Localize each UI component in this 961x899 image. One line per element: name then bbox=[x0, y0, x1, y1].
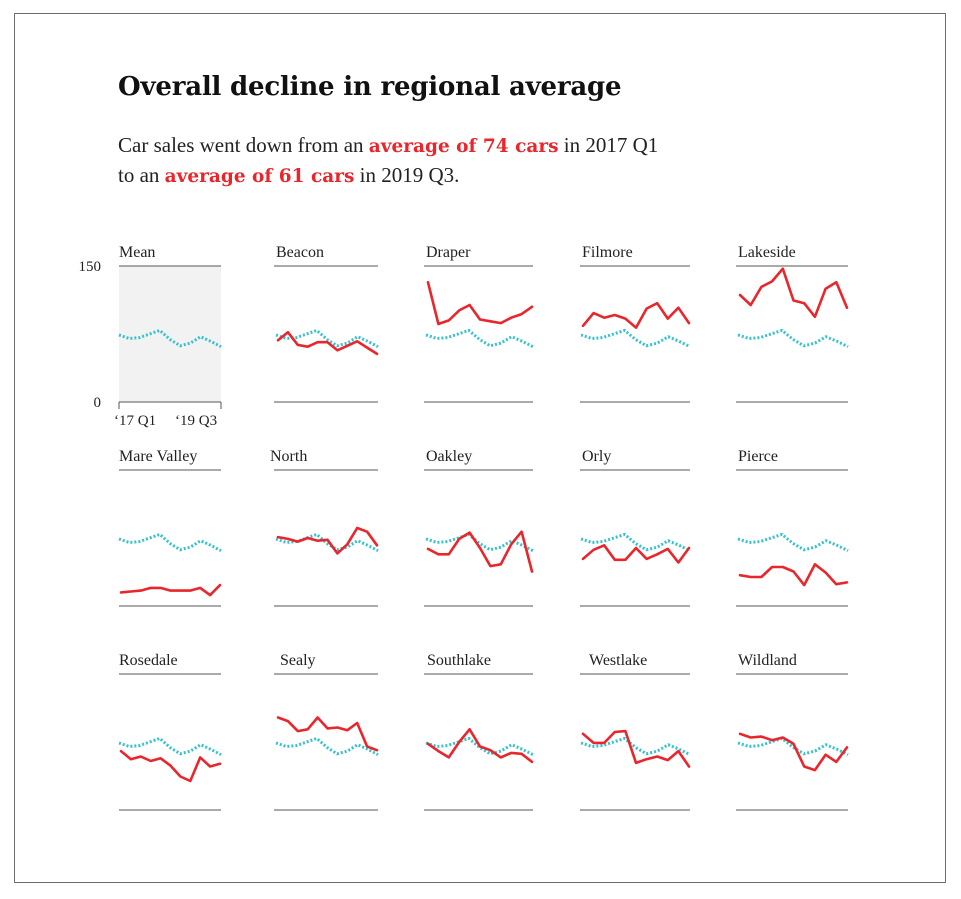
mean-panel-background bbox=[119, 266, 221, 402]
chart-subtitle: Car sales went down from an average of 7… bbox=[118, 131, 658, 191]
region-series-line bbox=[119, 749, 222, 783]
panel-label: Oakley bbox=[426, 448, 472, 465]
mean-series-line bbox=[425, 328, 534, 349]
panel-label: North bbox=[270, 448, 307, 465]
region-series-line bbox=[426, 281, 534, 326]
region-series-line bbox=[738, 732, 849, 772]
subtitle-text: to an bbox=[118, 163, 165, 187]
subtitle-highlight-end: average of 61 cars bbox=[164, 166, 355, 187]
region-series-line bbox=[738, 563, 849, 587]
region-series-line bbox=[581, 729, 691, 768]
subtitle-highlight-start: average of 74 cars bbox=[368, 136, 559, 157]
panel-label: Mean bbox=[119, 244, 155, 261]
mean-series-line bbox=[275, 532, 379, 553]
panel-label: Rosedale bbox=[119, 652, 178, 669]
chart-frame bbox=[14, 13, 946, 883]
panel-label: Wildland bbox=[738, 652, 797, 669]
x-tick-label: ‘19 Q3 bbox=[175, 413, 217, 429]
region-series-line bbox=[738, 267, 849, 319]
chart-title: Overall decline in regional average bbox=[118, 72, 622, 102]
subtitle-text: in 2019 Q3. bbox=[354, 163, 460, 187]
mean-series-line bbox=[118, 532, 222, 553]
region-series-line bbox=[276, 330, 379, 356]
region-series-line bbox=[581, 544, 691, 564]
y-tick-label: 150 bbox=[79, 259, 102, 275]
mean-series-line bbox=[737, 736, 849, 757]
subtitle-text: in 2017 Q1 bbox=[558, 133, 659, 157]
panel-label: Orly bbox=[582, 448, 611, 465]
mean-series-line bbox=[580, 736, 691, 757]
mean-series-line bbox=[580, 328, 691, 349]
region-series-line bbox=[276, 716, 379, 752]
panel-label: Pierce bbox=[738, 448, 778, 465]
region-series-line bbox=[276, 526, 379, 555]
panel-label: Southlake bbox=[427, 652, 491, 669]
mean-series-line bbox=[737, 328, 849, 349]
region-series-line bbox=[426, 728, 534, 764]
panel-label: Westlake bbox=[589, 652, 647, 669]
mean-series-line bbox=[118, 328, 222, 349]
panel-label: Lakeside bbox=[738, 244, 796, 261]
panel-label: Draper bbox=[426, 244, 471, 261]
subtitle-text: Car sales went down from an bbox=[118, 133, 369, 157]
x-tick-label: ‘17 Q1 bbox=[114, 413, 156, 429]
panel-label: Sealy bbox=[280, 652, 316, 669]
y-tick-label: 0 bbox=[94, 395, 102, 411]
panel-label: Beacon bbox=[276, 244, 324, 261]
mean-series-line bbox=[737, 532, 849, 553]
region-series-line bbox=[426, 530, 534, 573]
panel-label: Mare Valley bbox=[119, 448, 197, 465]
region-series-line bbox=[581, 301, 691, 329]
mean-series-line bbox=[275, 736, 379, 757]
mean-series-line bbox=[118, 736, 222, 757]
region-series-line bbox=[119, 583, 222, 597]
panel-label: Filmore bbox=[582, 244, 633, 261]
